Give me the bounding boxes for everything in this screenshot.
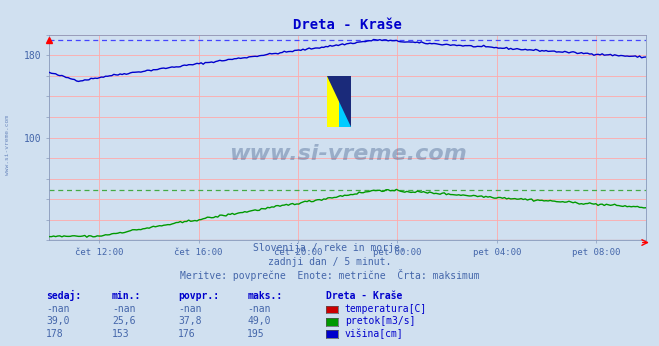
Text: Meritve: povprečne  Enote: metrične  Črta: maksimum: Meritve: povprečne Enote: metrične Črta:… [180, 268, 479, 281]
Text: 37,8: 37,8 [178, 316, 202, 326]
Title: Dreta - Kraše: Dreta - Kraše [293, 18, 402, 32]
Text: 178: 178 [46, 329, 64, 339]
Text: maks.:: maks.: [247, 291, 282, 301]
Text: www.si-vreme.com: www.si-vreme.com [229, 144, 467, 164]
Text: 153: 153 [112, 329, 130, 339]
Text: -nan: -nan [46, 304, 70, 314]
Text: -nan: -nan [178, 304, 202, 314]
Text: Dreta - Kraše: Dreta - Kraše [326, 291, 403, 301]
Text: 176: 176 [178, 329, 196, 339]
Text: www.si-vreme.com: www.si-vreme.com [5, 115, 11, 175]
Text: Slovenija / reke in morje.: Slovenija / reke in morje. [253, 243, 406, 253]
Text: 49,0: 49,0 [247, 316, 271, 326]
Text: 25,6: 25,6 [112, 316, 136, 326]
Text: pretok[m3/s]: pretok[m3/s] [345, 316, 415, 326]
Bar [327, 76, 339, 127]
Text: min.:: min.: [112, 291, 142, 301]
Bar [339, 76, 351, 127]
Text: -nan: -nan [247, 304, 271, 314]
Text: temperatura[C]: temperatura[C] [345, 304, 427, 314]
Polygon shape [327, 76, 351, 127]
Text: 195: 195 [247, 329, 265, 339]
Text: 39,0: 39,0 [46, 316, 70, 326]
Text: višina[cm]: višina[cm] [345, 328, 403, 339]
Text: povpr.:: povpr.: [178, 291, 219, 301]
Text: -nan: -nan [112, 304, 136, 314]
Text: sedaj:: sedaj: [46, 290, 81, 301]
Text: zadnji dan / 5 minut.: zadnji dan / 5 minut. [268, 257, 391, 267]
